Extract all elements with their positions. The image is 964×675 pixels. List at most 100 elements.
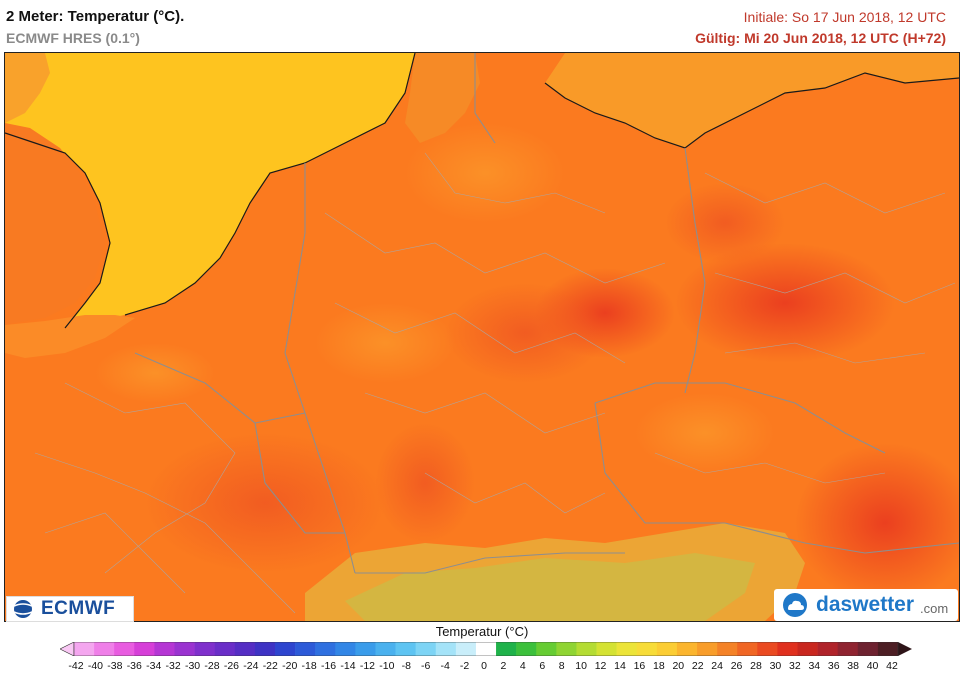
north-sea [5,53,415,328]
legend-tick-label: -32 [165,660,181,672]
legend-tick-label: 36 [827,660,840,672]
legend-tick-label: -28 [204,660,220,672]
legend-color-bar [60,642,912,656]
daswetter-name: daswetter [816,593,915,616]
legend-tick-label: -18 [301,660,317,672]
legend-tick-label: -40 [87,660,104,672]
daswetter-tld: .com [920,600,949,616]
jutland [405,53,480,143]
legend-tick-label: 0 [481,660,487,672]
legend-tick-label: -36 [126,660,142,672]
legend-tick-label: -12 [359,660,376,672]
cloud-icon [783,593,807,617]
legend-tick-label: 38 [847,660,859,672]
legend-swatch [596,642,617,656]
legend-swatch [295,642,316,656]
legend-min-arrow [60,642,75,656]
legend-swatch [636,642,658,656]
legend-swatch [877,642,899,656]
legend-tick-label: 26 [730,660,743,672]
legend-swatch [837,642,859,656]
legend-swatch [757,642,778,656]
page-title: 2 Meter: Temperatur (°C). [6,8,185,25]
scotland-land [5,53,50,123]
legend-tick-label: 22 [691,660,704,672]
legend-swatch [717,642,738,656]
legend-swatch [857,642,879,656]
legend-swatch [274,642,296,656]
legend-swatch [797,642,818,656]
baltic-sea [545,53,959,148]
legend-tick-label: 2 [500,660,507,672]
legend-tick-label: 40 [866,660,879,672]
legend-swatch [737,642,758,656]
legend-swatch [74,642,95,656]
legend-tick-label: 8 [558,660,565,672]
legend-tick-label: -42 [68,660,84,672]
legend-swatch [94,642,115,656]
legend-tick-label: -38 [107,660,123,672]
legend-swatch [777,642,798,656]
legend-swatch [194,642,215,656]
legend-tick-label: 16 [633,660,646,672]
legend-swatch [335,642,356,656]
legend-max-arrow [898,642,912,656]
legend-swatch [536,642,557,656]
legend-tick-label: 42 [886,660,898,672]
legend-swatch [355,642,376,656]
legend-swatch [214,642,236,656]
model-label: ECMWF HRES (0.1°) [6,30,140,46]
map-canvas [5,53,959,621]
legend-tick-label: -6 [421,660,431,672]
legend-tick-label: 14 [614,660,626,672]
legend-swatch [174,642,195,656]
legend-swatch [817,642,839,656]
legend-swatch [475,642,497,656]
legend-swatch [516,642,537,656]
legend-swatch [435,642,457,656]
ecmwf-logo[interactable]: ECMWF [6,596,134,622]
legend-tick-label: -10 [379,660,395,672]
legend-swatch [315,642,336,656]
legend-swatch [616,642,638,656]
great-britain [5,123,105,325]
legend-tick-label: 24 [711,660,723,672]
legend-swatch [395,642,416,656]
legend-tick-label: 6 [539,660,546,672]
legend-tick-label: 34 [808,660,821,672]
legend-tick-label: -24 [243,660,259,672]
legend-swatch [676,642,698,656]
legend-tick-label: -2 [459,660,470,672]
legend-swatch [656,642,678,656]
legend-tick-label: 4 [519,660,526,672]
legend-tick-label: -34 [146,660,162,672]
legend-swatch [455,642,477,656]
legend-title: Temperatur (°C) [435,624,529,639]
channel-coast [5,315,135,358]
legend-swatch [375,642,396,656]
legend-tick-label: -16 [320,660,337,672]
legend-tick-label: -26 [223,660,240,672]
temperature-map[interactable] [4,52,960,622]
regional-borders [34,152,956,614]
legend-swatch [496,642,517,656]
legend-swatch [154,642,175,656]
legend-tick-label: -30 [184,660,201,672]
daswetter-logo[interactable]: daswetter .com [774,589,958,621]
legend-swatch [576,642,597,656]
legend-swatch [254,642,276,656]
legend-tick-label: 18 [653,660,665,672]
legend-tick-label: -20 [282,660,298,672]
legend-swatch [556,642,577,656]
ecmwf-globe-icon [13,600,33,618]
country-borders [134,53,959,574]
legend-tick-label: 28 [750,660,762,672]
legend-tick-label: 30 [769,660,782,672]
legend-swatch [415,642,437,656]
legend-swatch [114,642,135,656]
legend-swatch [234,642,256,656]
ecmwf-logo-text: ECMWF [41,598,116,619]
initial-time: Initiale: So 17 Jun 2018, 12 UTC [743,9,946,25]
legend-tick-label: 20 [672,660,685,672]
legend-swatch [134,642,155,656]
